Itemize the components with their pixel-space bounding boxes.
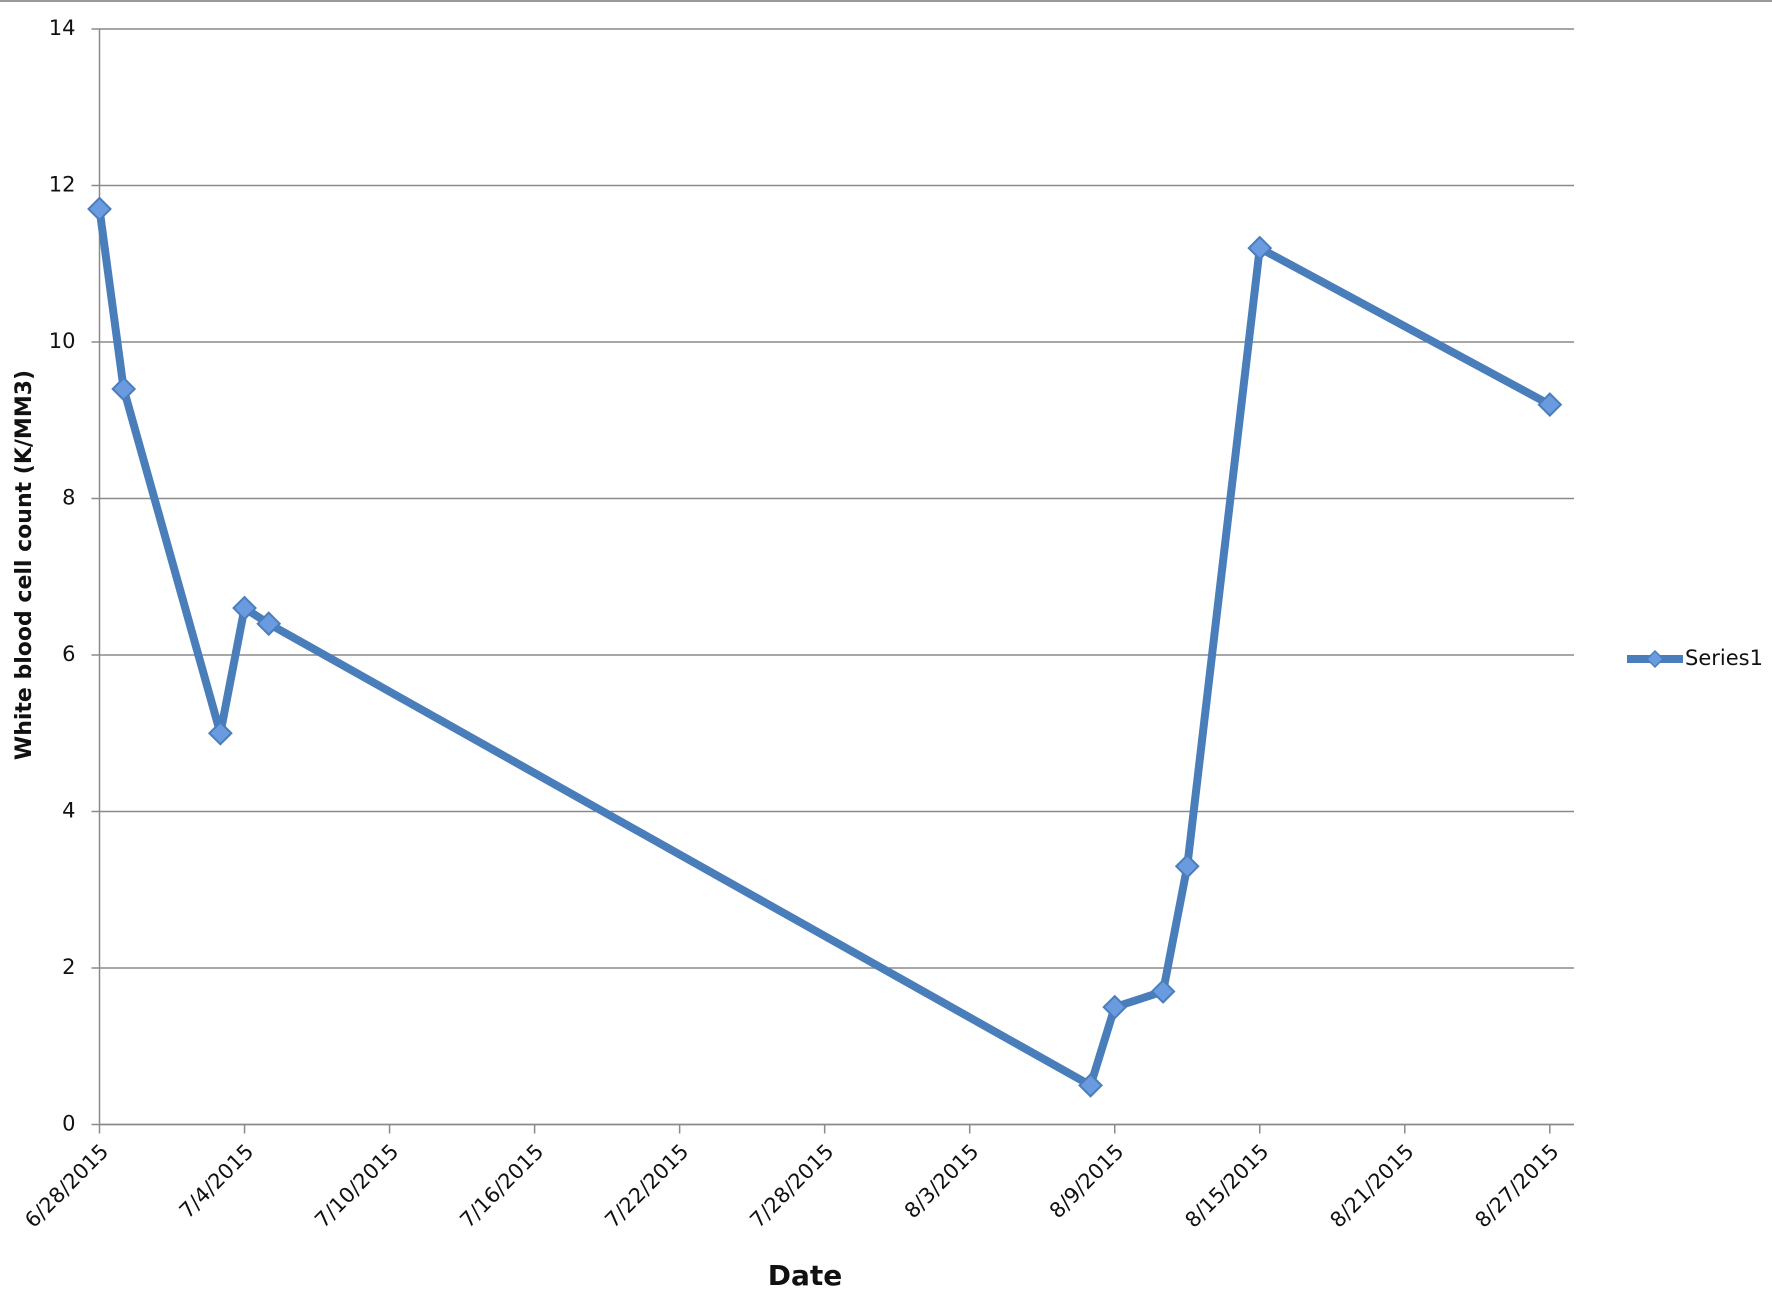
x-tick-label: 6/28/2015 xyxy=(20,1139,113,1232)
y-tick-label: 0 xyxy=(62,1112,75,1136)
legend-label: Series1 xyxy=(1685,646,1763,670)
data-point xyxy=(207,720,233,746)
legend-marker xyxy=(1645,649,1665,669)
x-tick-label: 7/28/2015 xyxy=(745,1139,838,1232)
y-tick-label: 8 xyxy=(62,486,75,510)
data-point xyxy=(1150,979,1176,1004)
data-line xyxy=(95,208,1552,1090)
y-axis-label: White blood cell count (K/MM3) xyxy=(12,370,37,760)
x-tick-label: 7/22/2015 xyxy=(600,1139,693,1232)
data-point xyxy=(1078,1072,1103,1098)
x-tick-label: 8/15/2015 xyxy=(1180,1139,1273,1232)
data-point xyxy=(1174,853,1200,879)
data-point xyxy=(87,196,112,222)
x-tick-label: 7/4/2015 xyxy=(175,1139,259,1223)
y-tick-label: 2 xyxy=(62,955,75,979)
y-tick-label: 12 xyxy=(49,173,76,197)
x-tick-label: 7/10/2015 xyxy=(310,1139,403,1232)
data-point xyxy=(1247,235,1273,261)
data-point xyxy=(256,611,282,637)
x-axis-label: Date xyxy=(768,1259,843,1292)
y-tick-label: 6 xyxy=(62,642,75,666)
y-tick-label: 14 xyxy=(49,16,76,40)
data-point xyxy=(232,595,257,621)
data-point xyxy=(111,376,137,402)
x-tick-label: 8/9/2015 xyxy=(1045,1139,1129,1223)
data-point xyxy=(1537,392,1563,418)
y-tick-label: 4 xyxy=(62,799,75,823)
x-tick-label: 8/3/2015 xyxy=(900,1139,984,1223)
data-point xyxy=(1102,994,1128,1020)
x-tick-label: 8/21/2015 xyxy=(1325,1139,1418,1232)
y-tick-label: 10 xyxy=(49,329,76,353)
x-tick-label: 7/16/2015 xyxy=(455,1139,548,1232)
x-tick-label: 8/27/2015 xyxy=(1470,1139,1563,1232)
